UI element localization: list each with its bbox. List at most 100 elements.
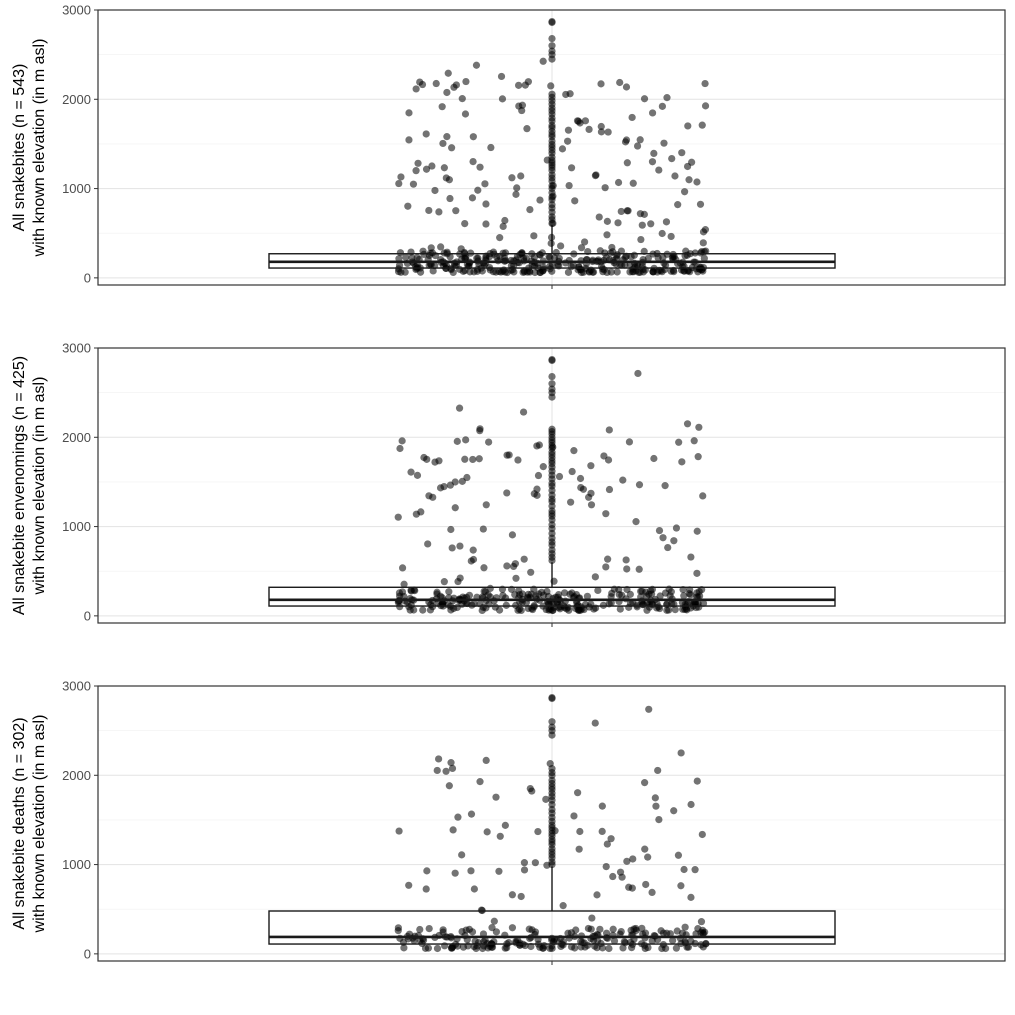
data-point	[600, 266, 608, 274]
data-point	[426, 606, 435, 614]
data-point	[564, 268, 573, 276]
data-point	[700, 254, 708, 262]
data-point	[605, 485, 614, 494]
data-point	[674, 201, 682, 209]
data-point	[425, 251, 433, 260]
data-point	[648, 109, 657, 117]
data-point	[664, 543, 672, 552]
y-tick-label: 3000	[62, 679, 91, 694]
data-point	[581, 943, 589, 951]
data-point	[462, 77, 470, 86]
data-point	[462, 926, 470, 934]
data-point	[429, 493, 437, 501]
data-point	[431, 458, 439, 466]
data-point	[677, 749, 685, 757]
data-point	[648, 888, 656, 897]
data-point	[632, 924, 640, 933]
data-point	[699, 492, 707, 500]
data-point	[512, 574, 520, 582]
data-point	[514, 456, 522, 464]
y-axis-title-line2: with known elevation (in m asl)	[31, 715, 48, 934]
data-point	[591, 719, 599, 727]
data-point	[587, 489, 595, 497]
data-point	[469, 133, 477, 141]
data-point	[641, 779, 649, 787]
data-point	[449, 826, 457, 834]
data-point	[503, 562, 511, 570]
y-tick-label: 2000	[62, 768, 91, 783]
data-point	[476, 427, 484, 435]
data-point	[644, 254, 652, 262]
data-point	[495, 867, 503, 875]
data-point	[446, 194, 454, 203]
data-point	[633, 603, 641, 611]
data-point	[394, 927, 402, 935]
data-point	[681, 923, 689, 931]
data-point	[405, 136, 413, 144]
data-point	[461, 254, 469, 262]
data-point	[596, 925, 604, 933]
data-point	[557, 242, 565, 250]
data-point	[458, 851, 466, 859]
data-point	[539, 463, 547, 471]
data-point	[468, 194, 477, 202]
data-point	[670, 267, 678, 276]
data-point	[693, 178, 701, 186]
data-point	[695, 423, 703, 431]
data-point	[698, 266, 706, 274]
data-point	[501, 216, 509, 225]
data-point	[519, 408, 528, 416]
data-point	[448, 944, 456, 952]
data-point	[412, 510, 420, 518]
data-point	[630, 251, 638, 259]
data-point	[564, 126, 573, 134]
data-point	[644, 943, 652, 952]
data-point	[402, 253, 410, 261]
data-point	[465, 591, 474, 599]
data-point	[596, 247, 604, 255]
data-point	[669, 936, 677, 945]
data-point	[442, 174, 450, 182]
data-point	[661, 482, 669, 490]
data-point	[538, 249, 546, 257]
data-point	[472, 61, 481, 69]
data-point	[531, 859, 539, 867]
data-point	[613, 251, 621, 259]
data-point	[583, 592, 592, 600]
data-point	[444, 69, 452, 77]
data-point	[480, 564, 488, 572]
outlier-point	[548, 356, 556, 364]
data-point	[443, 88, 451, 97]
data-point	[610, 937, 619, 945]
data-point	[683, 420, 692, 428]
data-point	[520, 555, 528, 563]
data-point	[448, 544, 456, 552]
data-point	[570, 447, 578, 455]
y-tick-label: 3000	[62, 3, 91, 18]
data-point	[496, 234, 504, 242]
data-point	[451, 504, 459, 512]
data-point	[520, 859, 529, 867]
panel-deaths: 0 1000 2000 3000 All snakebite deaths (n = 3…	[11, 679, 1006, 965]
data-point	[632, 267, 640, 275]
data-point	[684, 122, 692, 130]
data-point	[398, 437, 406, 445]
data-point	[555, 254, 563, 262]
data-point	[622, 83, 631, 91]
data-point	[578, 605, 586, 613]
data-point	[474, 186, 482, 194]
data-point	[576, 474, 585, 483]
data-point	[687, 893, 695, 901]
data-point	[597, 80, 605, 88]
data-point	[568, 467, 576, 476]
data-point	[501, 821, 509, 829]
data-point	[452, 81, 460, 89]
data-point	[538, 267, 547, 275]
data-point	[597, 122, 605, 131]
y-axis-title-line2: with known elevation (in m asl)	[31, 39, 48, 258]
data-point	[667, 232, 675, 241]
data-point	[576, 827, 584, 836]
data-point	[508, 174, 516, 182]
outlier-point	[548, 372, 556, 381]
data-point	[691, 249, 699, 257]
